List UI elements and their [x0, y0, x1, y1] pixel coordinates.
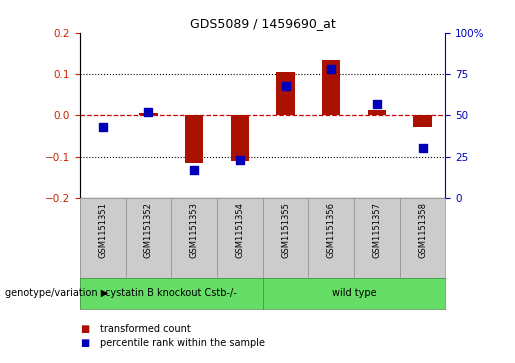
Bar	[231, 115, 249, 162]
Text: ■: ■	[80, 323, 89, 334]
Text: GSM1151354: GSM1151354	[235, 202, 244, 258]
Point	[144, 109, 152, 115]
Text: GSM1151351: GSM1151351	[98, 202, 107, 258]
Text: transformed count: transformed count	[100, 323, 191, 334]
Point	[190, 167, 198, 173]
Bar	[277, 72, 295, 115]
Point	[98, 124, 107, 130]
Title: GDS5089 / 1459690_at: GDS5089 / 1459690_at	[190, 17, 336, 30]
Bar	[368, 110, 386, 115]
Text: GSM1151357: GSM1151357	[372, 202, 382, 258]
Bar	[139, 113, 158, 115]
Text: ■: ■	[80, 338, 89, 348]
Bar	[185, 115, 203, 163]
Text: GSM1151353: GSM1151353	[190, 202, 199, 258]
Point	[281, 83, 289, 89]
Text: wild type: wild type	[332, 288, 376, 298]
Text: percentile rank within the sample: percentile rank within the sample	[100, 338, 265, 348]
Bar	[322, 60, 340, 115]
Point	[327, 66, 335, 72]
Bar	[414, 115, 432, 127]
Text: GSM1151356: GSM1151356	[327, 202, 336, 258]
Text: genotype/variation ▶: genotype/variation ▶	[5, 288, 108, 298]
Text: GSM1151352: GSM1151352	[144, 202, 153, 258]
Text: GSM1151355: GSM1151355	[281, 202, 290, 258]
Text: cystatin B knockout Cstb-/-: cystatin B knockout Cstb-/-	[106, 288, 237, 298]
Text: GSM1151358: GSM1151358	[418, 202, 427, 258]
Point	[419, 145, 427, 151]
Point	[373, 101, 381, 107]
Point	[236, 157, 244, 163]
